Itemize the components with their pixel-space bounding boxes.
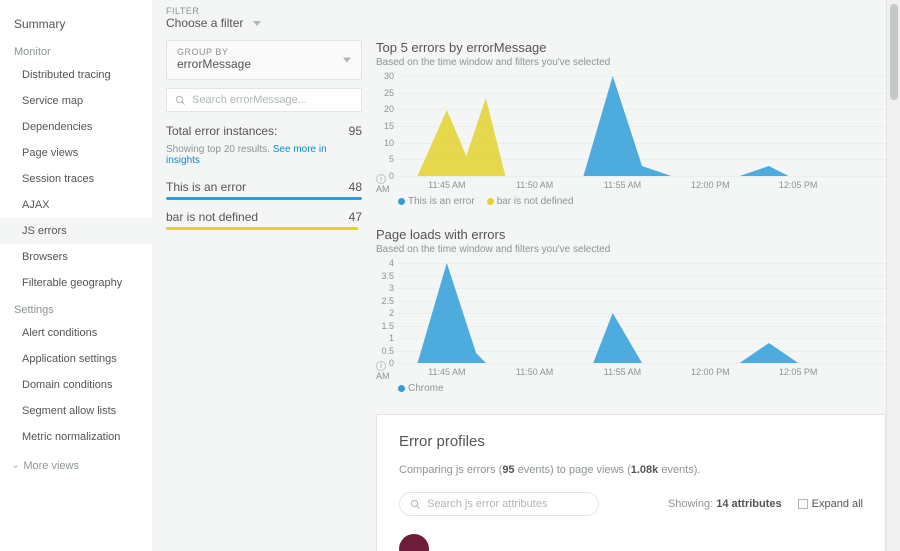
error-profiles-panel: Error profiles Comparing js errors (95 e… [376,414,886,551]
profile-chart-thumb[interactable] [399,534,429,551]
info-icon[interactable]: i [376,361,386,371]
info-icon[interactable]: i [376,174,386,184]
chevron-down-icon [253,21,261,26]
sidebar-item[interactable]: Distributed tracing [0,62,152,88]
error-item[interactable]: bar is not defined47 [166,210,362,230]
scrollbar[interactable] [886,0,900,551]
chart1-sub: Based on the time window and filters you… [376,57,886,68]
total-value: 95 [349,124,362,138]
sidebar: Summary Monitor Distributed tracingServi… [0,0,152,551]
sidebar-item[interactable]: Service map [0,88,152,114]
sidebar-summary[interactable]: Summary [0,10,152,38]
sidebar-item[interactable]: Filterable geography [0,270,152,296]
left-column: GROUP BY errorMessage Total error instan… [166,40,362,537]
chart-top-errors: Top 5 errors by errorMessage Based on th… [376,40,886,207]
search-icon [175,95,186,106]
profiles-showing: Showing: 14 attributes [668,498,782,510]
profiles-compare: Comparing js errors (95 events) to page … [399,464,863,476]
right-column: Top 5 errors by errorMessage Based on th… [376,40,886,537]
legend-item[interactable]: bar is not defined [487,196,574,207]
sidebar-item[interactable]: Application settings [0,346,152,372]
sidebar-item[interactable]: AJAX [0,192,152,218]
sidebar-item[interactable]: Domain conditions [0,372,152,398]
sidebar-item[interactable]: Session traces [0,166,152,192]
chart1-title: Top 5 errors by errorMessage [376,40,886,55]
group-by-select[interactable]: GROUP BY errorMessage [166,40,362,80]
expand-icon [798,499,808,509]
profiles-title: Error profiles [399,433,863,450]
sidebar-more-views[interactable]: More views [0,450,152,482]
search-input[interactable] [192,94,353,106]
sidebar-item[interactable]: Segment allow lists [0,398,152,424]
group-by-label: GROUP BY [177,47,351,57]
sidebar-item[interactable]: JS errors [0,218,152,244]
scrollbar-thumb[interactable] [890,4,898,100]
legend-item[interactable]: Chrome [398,383,444,394]
sidebar-item[interactable]: Page views [0,140,152,166]
filter-label: FILTER [166,6,886,16]
total-label: Total error instances: [166,124,277,138]
sidebar-item[interactable]: Browsers [0,244,152,270]
chart2-sub: Based on the time window and filters you… [376,244,886,255]
chart2-title: Page loads with errors [376,227,886,242]
error-item[interactable]: This is an error48 [166,180,362,200]
search-box[interactable] [166,88,362,112]
filter-value: Choose a filter [166,16,243,30]
chart-page-loads: Page loads with errors Based on the time… [376,227,886,394]
sidebar-section-monitor: Monitor [0,38,152,62]
expand-all-button[interactable]: Expand all [798,498,863,510]
chevron-down-icon [343,58,351,63]
sidebar-item[interactable]: Alert conditions [0,320,152,346]
sidebar-section-settings: Settings [0,296,152,320]
results-subtext: Showing top 20 results. See more in insi… [166,144,362,166]
legend-item[interactable]: This is an error [398,196,475,207]
sidebar-item[interactable]: Metric normalization [0,424,152,450]
sidebar-item[interactable]: Dependencies [0,114,152,140]
main: FILTER Choose a filter GROUP BY errorMes… [152,0,900,551]
profiles-search[interactable] [399,492,599,516]
group-by-value: errorMessage [177,57,351,71]
profiles-search-input[interactable] [427,498,588,510]
filter-bar[interactable]: FILTER Choose a filter [152,0,900,40]
search-icon [410,499,421,510]
